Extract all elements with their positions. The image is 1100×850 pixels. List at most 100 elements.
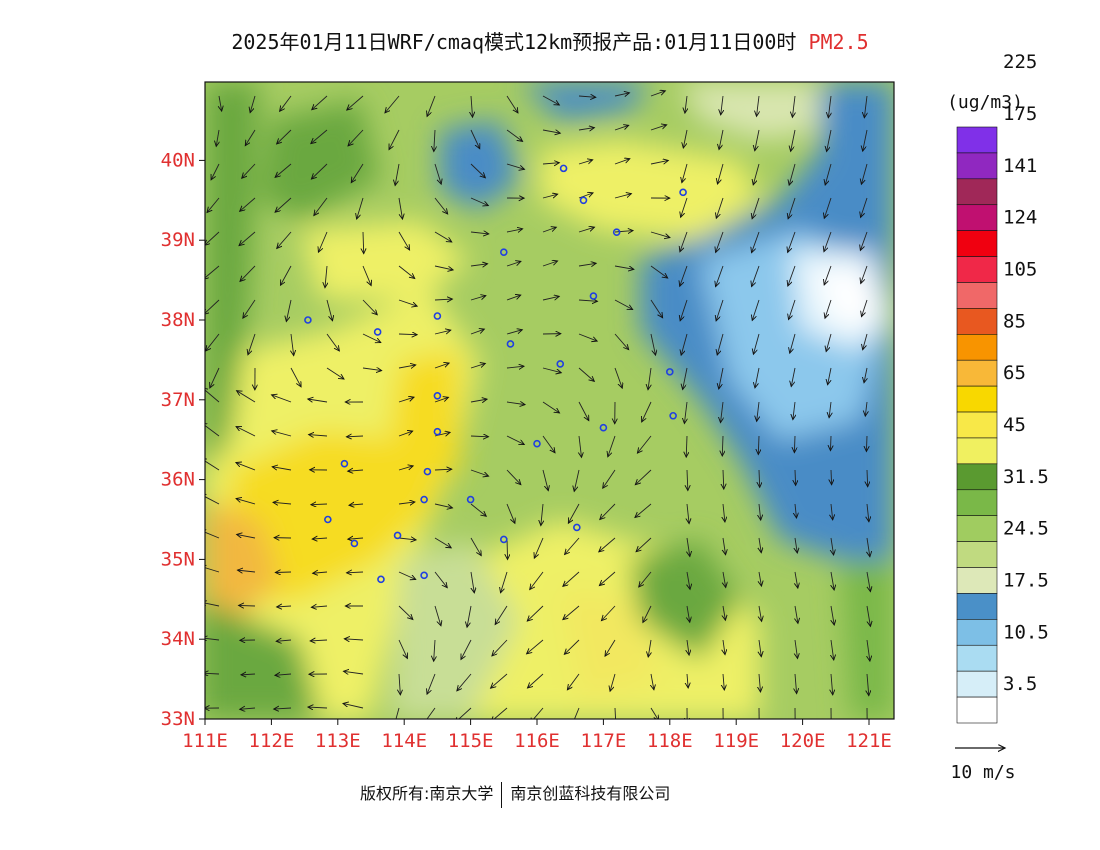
city-marker [377, 575, 385, 584]
wind-arrow [614, 707, 617, 719]
wind-arrow [250, 95, 256, 113]
legend-swatch [956, 437, 998, 465]
wind-arrow [650, 231, 670, 238]
wind-arrow [351, 163, 364, 183]
wind-arrow [362, 368, 382, 371]
wind-arrow [687, 639, 689, 655]
wind-arrow [831, 639, 834, 660]
wind-arrow [495, 605, 508, 625]
wind-arrow [687, 469, 688, 491]
lon-tick-label: 113E [315, 730, 361, 752]
wind-arrow [788, 231, 796, 252]
wind-arrow [275, 163, 292, 177]
wind-arrow [216, 129, 219, 146]
wind-arrow [205, 423, 220, 437]
wind-arrow [864, 367, 867, 383]
footer-separator [501, 781, 503, 808]
lon-tick-label: 119E [713, 730, 759, 752]
lat-tick-label: 39N [161, 229, 195, 251]
wind-arrow [434, 503, 453, 508]
wind-arrow [312, 538, 328, 539]
wind-arrow [205, 530, 220, 539]
wind-arrow [648, 639, 651, 657]
wind-arrow [248, 333, 256, 355]
wind-arrow [614, 93, 629, 96]
wind-arrow [470, 436, 489, 437]
lat-tick-label: 34N [161, 628, 195, 650]
wind-arrow [788, 197, 796, 219]
lat-tick-label: 33N [161, 708, 195, 730]
wind-arrow [831, 503, 833, 520]
wind-arrow [205, 458, 220, 471]
wind-arrow [348, 470, 364, 471]
wind-arrow [542, 95, 559, 105]
wind-arrow [357, 197, 364, 219]
wind-arrow [867, 673, 869, 696]
wind-arrow [205, 299, 220, 315]
city-marker [599, 423, 608, 432]
wind-arrow [242, 163, 256, 178]
wind-arrow [717, 163, 724, 184]
wind-arrow [506, 95, 518, 113]
wind-arrow [683, 129, 688, 148]
wind-arrow [205, 566, 220, 573]
city-marker [423, 467, 432, 476]
city-marker [466, 495, 475, 504]
wind-arrow [236, 499, 256, 505]
wind-arrow [831, 673, 833, 695]
wind-arrow [311, 129, 328, 144]
wind-arrow [241, 674, 256, 675]
wind-arrow [680, 265, 688, 286]
wind-arrow [831, 571, 834, 590]
wind-arrow [680, 231, 688, 252]
wind-arrow [861, 265, 868, 283]
wind-arrow [825, 299, 832, 318]
city-marker [556, 360, 565, 368]
wind-arrow [455, 707, 472, 719]
wind-arrow [578, 367, 594, 381]
wind-arrow [506, 435, 524, 444]
wind-arrow [867, 469, 868, 487]
wind-arrow [471, 95, 473, 117]
wind-arrow [343, 703, 364, 709]
wind-arrow [687, 537, 690, 557]
map-title: 2025年01月11日WRF/cmaq模式12km预报产品:01月11日00时 P… [0, 26, 1100, 55]
city-marker [533, 439, 541, 448]
wind-arrow [277, 129, 292, 144]
wind-arrow [398, 431, 413, 437]
wind-arrow [831, 469, 832, 485]
legend-swatch [956, 696, 998, 724]
legend-swatch [956, 567, 998, 594]
color-legend: (ug/m3) 3.5 10.5 17.5 24.5 31.5 45 65 85 105 124 1… [947, 51, 1049, 724]
wind-arrow [542, 261, 558, 267]
wind-arrow [237, 391, 256, 403]
legend-label: 3.5 [1003, 673, 1037, 695]
wind-arrow [636, 537, 652, 552]
wind-arrow [398, 639, 407, 658]
city-marker [499, 535, 508, 544]
city-marker [433, 392, 442, 400]
wind-arrow [757, 401, 759, 421]
wind-arrow [311, 606, 328, 607]
wind-arrow [434, 231, 452, 242]
city-marker [324, 515, 332, 524]
wind-arrow [599, 537, 616, 552]
wind-arrow [542, 227, 556, 233]
wind-arrow [240, 197, 256, 211]
wind-arrow [795, 639, 798, 659]
wind-arrow [753, 333, 760, 354]
wind-arrow [793, 401, 795, 420]
pm25-field [205, 82, 894, 719]
wind-arrow [795, 605, 798, 623]
wind-arrow [565, 537, 580, 555]
city-marker [579, 196, 588, 205]
wind-arrow [563, 571, 580, 586]
wind-arrow [243, 299, 256, 318]
wind-arrow [789, 299, 796, 320]
wind-arrow [205, 265, 220, 279]
wind-arrow [542, 163, 559, 164]
legend-label: 24.5 [1003, 518, 1049, 540]
wind-arrow [827, 129, 832, 152]
wind-arrow [578, 193, 593, 199]
